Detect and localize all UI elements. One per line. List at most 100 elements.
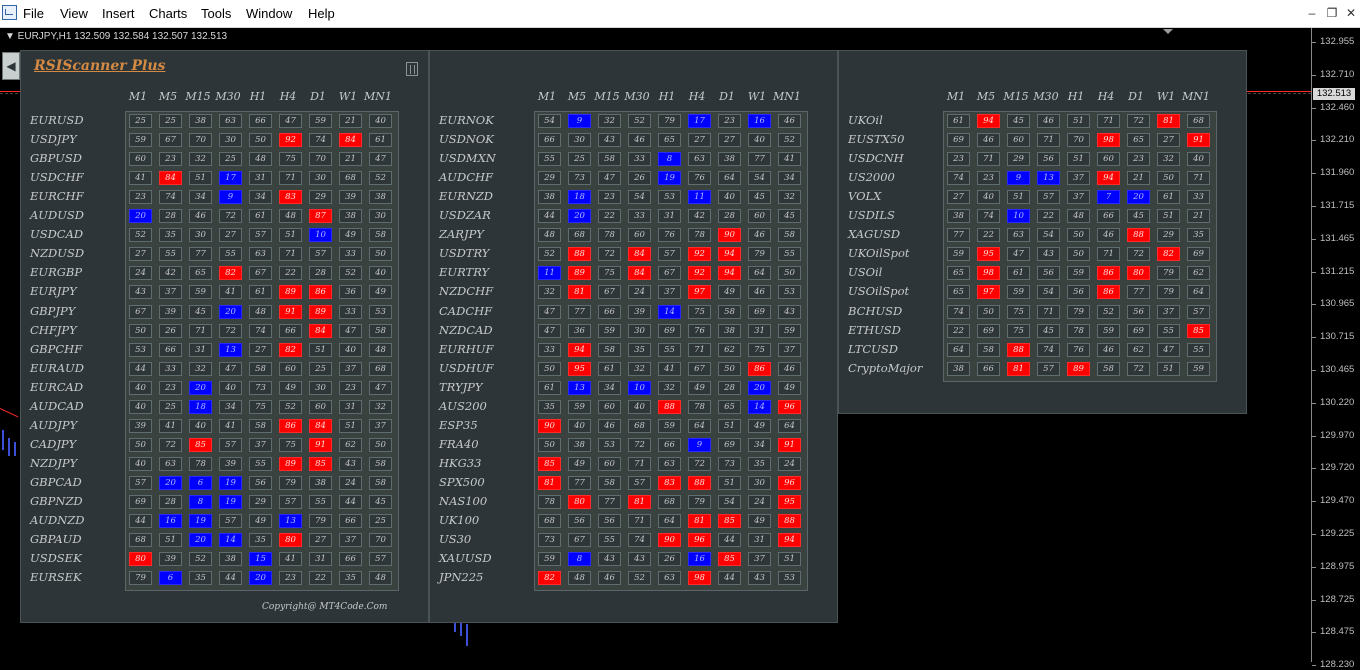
rsi-cell[interactable]: 48 — [279, 209, 302, 224]
rsi-cell[interactable]: 58 — [249, 361, 272, 376]
restore-window-button[interactable]: ❐ — [1326, 6, 1338, 20]
rsi-cell[interactable]: 46 — [748, 285, 771, 300]
rsi-cell[interactable]: 43 — [598, 552, 621, 567]
rsi-cell[interactable]: 46 — [748, 228, 771, 243]
rsi-cell[interactable]: 56 — [249, 475, 272, 490]
menu-help[interactable]: Help — [308, 6, 335, 21]
rsi-cell[interactable]: 95 — [568, 361, 591, 376]
rsi-cell[interactable]: 30 — [219, 133, 242, 148]
rsi-cell[interactable]: 37 — [658, 285, 681, 300]
rsi-cell[interactable]: 40 — [718, 190, 741, 205]
rsi-cell[interactable]: 85 — [718, 552, 741, 567]
rsi-cell[interactable]: 82 — [219, 266, 242, 281]
rsi-cell[interactable]: 69 — [718, 437, 741, 452]
rsi-cell[interactable]: 75 — [748, 342, 771, 357]
rsi-cell[interactable]: 19 — [658, 171, 681, 186]
rsi-cell[interactable]: 47 — [1007, 247, 1030, 262]
symbol-usdhuf[interactable]: USDHUF — [439, 360, 494, 375]
menu-file[interactable]: File — [23, 6, 44, 21]
rsi-cell[interactable]: 85 — [718, 514, 741, 529]
rsi-cell[interactable]: 32 — [189, 152, 212, 167]
symbol-eurjpy[interactable]: EURJPY — [30, 284, 77, 299]
rsi-cell[interactable]: 76 — [658, 228, 681, 243]
rsi-cell[interactable]: 52 — [538, 247, 561, 262]
rsi-cell[interactable]: 45 — [189, 304, 212, 319]
rsi-cell[interactable]: 59 — [778, 323, 801, 338]
rsi-cell[interactable]: 22 — [598, 209, 621, 224]
rsi-cell[interactable]: 51 — [1007, 190, 1030, 205]
minimize-panel-icon[interactable] — [406, 62, 418, 76]
rsi-cell[interactable]: 71 — [1097, 114, 1120, 128]
rsi-cell[interactable]: 68 — [339, 171, 362, 186]
rsi-cell[interactable]: 28 — [718, 380, 741, 395]
rsi-cell[interactable]: 41 — [778, 152, 801, 167]
rsi-cell[interactable]: 67 — [658, 266, 681, 281]
rsi-cell[interactable]: 55 — [249, 456, 272, 471]
rsi-cell[interactable]: 23 — [598, 190, 621, 205]
rsi-cell[interactable]: 35 — [249, 533, 272, 548]
rsi-cell[interactable]: 57 — [309, 247, 332, 262]
rsi-cell[interactable]: 71 — [688, 342, 711, 357]
rsi-cell[interactable]: 71 — [189, 323, 212, 338]
rsi-cell[interactable]: 89 — [309, 304, 332, 319]
symbol-usoilspot[interactable]: USOilSpot — [848, 284, 910, 299]
rsi-cell[interactable]: 55 — [309, 495, 332, 509]
rsi-cell[interactable]: 23 — [159, 380, 182, 395]
rsi-cell[interactable]: 22 — [309, 571, 332, 586]
rsi-cell[interactable]: 78 — [688, 228, 711, 243]
rsi-cell[interactable]: 40 — [129, 380, 152, 395]
rsi-cell[interactable]: 8 — [189, 495, 212, 509]
rsi-cell[interactable]: 55 — [538, 152, 561, 167]
rsi-cell[interactable]: 63 — [658, 571, 681, 586]
rsi-cell[interactable]: 10 — [628, 380, 651, 395]
rsi-cell[interactable]: 78 — [538, 495, 561, 509]
rsi-cell[interactable]: 75 — [1007, 304, 1030, 319]
rsi-cell[interactable]: 54 — [628, 190, 651, 205]
symbol-spx500[interactable]: SPX500 — [439, 474, 485, 489]
rsi-cell[interactable]: 28 — [159, 209, 182, 224]
symbol-audusd[interactable]: AUDUSD — [30, 208, 85, 223]
rsi-cell[interactable]: 59 — [538, 552, 561, 567]
rsi-cell[interactable]: 94 — [718, 247, 741, 262]
rsi-cell[interactable]: 42 — [688, 209, 711, 224]
rsi-cell[interactable]: 48 — [568, 571, 591, 586]
rsi-cell[interactable]: 49 — [718, 285, 741, 300]
rsi-cell[interactable]: 79 — [1067, 304, 1090, 319]
rsi-cell[interactable]: 46 — [598, 418, 621, 433]
rsi-cell[interactable]: 31 — [339, 399, 362, 414]
rsi-cell[interactable]: 15 — [249, 552, 272, 567]
rsi-cell[interactable]: 20 — [189, 533, 212, 548]
rsi-cell[interactable]: 38 — [718, 323, 741, 338]
rsi-cell[interactable]: 39 — [129, 418, 152, 433]
rsi-cell[interactable]: 41 — [279, 552, 302, 567]
symbol-ethusd[interactable]: ETHUSD — [848, 322, 901, 337]
rsi-cell[interactable]: 23 — [718, 114, 741, 128]
rsi-cell[interactable]: 59 — [1067, 266, 1090, 281]
rsi-cell[interactable]: 20 — [159, 475, 182, 490]
rsi-cell[interactable]: 52 — [628, 571, 651, 586]
rsi-cell[interactable]: 56 — [1037, 266, 1060, 281]
rsi-cell[interactable]: 69 — [977, 323, 1000, 338]
rsi-cell[interactable]: 34 — [189, 190, 212, 205]
rsi-cell[interactable]: 10 — [1007, 209, 1030, 224]
rsi-cell[interactable]: 66 — [279, 323, 302, 338]
rsi-cell[interactable]: 98 — [977, 266, 1000, 281]
rsi-cell[interactable]: 40 — [189, 418, 212, 433]
rsi-cell[interactable]: 52 — [279, 399, 302, 414]
rsi-cell[interactable]: 31 — [189, 342, 212, 357]
rsi-cell[interactable]: 61 — [598, 361, 621, 376]
symbol-gbpchf[interactable]: GBPCHF — [30, 341, 83, 356]
rsi-cell[interactable]: 50 — [718, 361, 741, 376]
rsi-cell[interactable]: 66 — [339, 552, 362, 567]
symbol-euraud[interactable]: EURAUD — [30, 360, 84, 375]
rsi-cell[interactable]: 54 — [1037, 228, 1060, 243]
rsi-cell[interactable]: 67 — [568, 533, 591, 548]
rsi-cell[interactable]: 61 — [249, 209, 272, 224]
rsi-cell[interactable]: 71 — [279, 171, 302, 186]
rsi-cell[interactable]: 77 — [1127, 285, 1150, 300]
rsi-cell[interactable]: 59 — [658, 418, 681, 433]
rsi-cell[interactable]: 24 — [778, 456, 801, 471]
rsi-cell[interactable]: 61 — [947, 114, 970, 128]
close-window-button[interactable]: ✕ — [1345, 6, 1357, 20]
rsi-cell[interactable]: 35 — [748, 456, 771, 471]
